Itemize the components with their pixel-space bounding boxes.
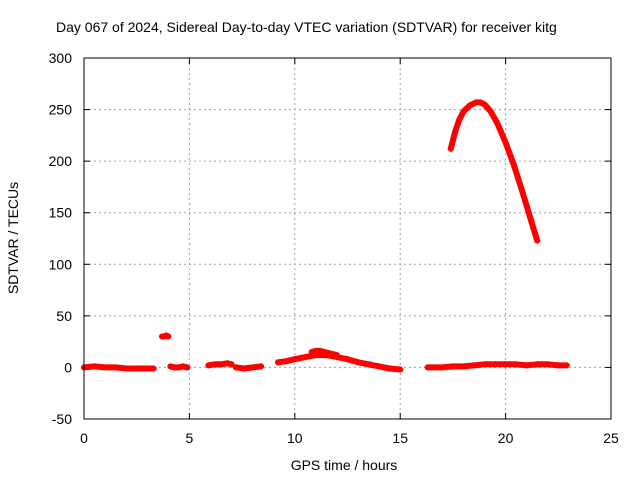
data-point xyxy=(466,102,473,109)
data-point xyxy=(502,139,509,146)
y-axis-label: SDTVAR / TECUs xyxy=(5,182,21,294)
y-tick-label: 150 xyxy=(49,205,73,221)
data-point xyxy=(344,356,351,363)
data-point xyxy=(308,348,315,355)
data-point xyxy=(365,361,372,368)
data-point xyxy=(511,162,518,169)
data-point xyxy=(460,363,467,370)
data-point xyxy=(321,348,328,355)
axis-ticks: 0 5 10 15 20 25 -50 0 50 100 150 200 250 300 xyxy=(49,50,619,446)
data-point xyxy=(249,364,256,371)
data-point xyxy=(487,108,494,115)
data-point xyxy=(241,365,248,372)
data-point xyxy=(397,366,404,373)
data-point xyxy=(175,364,182,371)
y-tick-label: -50 xyxy=(52,411,72,427)
data-point xyxy=(167,363,174,370)
y-tick-label: 50 xyxy=(56,308,72,324)
data-point xyxy=(333,352,340,359)
data-point xyxy=(218,361,225,368)
data-point xyxy=(228,361,235,368)
data-point xyxy=(481,361,488,368)
data-point xyxy=(211,361,218,368)
data-point xyxy=(523,362,530,369)
data-point xyxy=(452,129,459,136)
data-point xyxy=(165,333,172,340)
data-point xyxy=(439,364,446,371)
data-point xyxy=(112,364,119,371)
plot-frame xyxy=(83,57,612,420)
data-point xyxy=(224,360,231,367)
data-point xyxy=(232,364,239,371)
data-point xyxy=(534,237,541,244)
data-point xyxy=(133,365,140,372)
data-point xyxy=(102,364,109,371)
y-tick-label: 250 xyxy=(49,102,73,118)
x-tick-label: 10 xyxy=(287,430,303,446)
data-point xyxy=(317,347,324,354)
data-point xyxy=(519,189,526,196)
y-tick-label: 300 xyxy=(49,50,73,66)
y-tick-label: 100 xyxy=(49,256,73,272)
y-tick-label: 200 xyxy=(49,153,73,169)
data-point xyxy=(477,99,484,106)
data-point xyxy=(544,361,551,368)
data-point xyxy=(291,356,298,363)
data-point xyxy=(376,363,383,370)
data-point xyxy=(513,361,520,368)
data-point xyxy=(470,362,477,369)
data-point xyxy=(460,108,467,115)
x-tick-label: 15 xyxy=(392,430,408,446)
data-point xyxy=(534,361,541,368)
data-trace xyxy=(447,99,541,244)
data-point xyxy=(481,101,488,108)
data-trace xyxy=(232,363,265,372)
data-point xyxy=(494,119,501,126)
data-point xyxy=(150,365,157,372)
data-point xyxy=(502,361,509,368)
data-point xyxy=(386,365,393,372)
data-point xyxy=(274,359,281,366)
data-point xyxy=(329,351,336,358)
data-point xyxy=(180,363,187,370)
x-tick-label: 25 xyxy=(603,430,619,446)
x-tick-label: 20 xyxy=(498,430,514,446)
data-point xyxy=(456,116,463,123)
x-tick-label: 5 xyxy=(186,430,194,446)
chart-title: Day 067 of 2024, Sidereal Day-to-day VTE… xyxy=(56,19,557,35)
y-tick-label: 0 xyxy=(64,359,72,375)
data-point xyxy=(527,216,534,223)
data-point xyxy=(205,362,212,369)
data-point xyxy=(91,363,98,370)
x-axis-label: GPS time / hours xyxy=(291,457,398,473)
data-point xyxy=(258,363,265,370)
data-point xyxy=(302,354,309,361)
data-point xyxy=(563,362,570,369)
data-point xyxy=(123,365,130,372)
data-point xyxy=(424,364,431,371)
data-point xyxy=(555,362,562,369)
data-point xyxy=(449,363,456,370)
data-point xyxy=(325,349,332,356)
data-point xyxy=(144,365,151,372)
data-marks xyxy=(81,99,570,373)
data-point xyxy=(355,359,362,366)
data-point xyxy=(283,358,290,365)
data-point xyxy=(447,145,454,152)
x-tick-label: 0 xyxy=(80,430,88,446)
data-point xyxy=(492,361,499,368)
data-point xyxy=(184,364,191,371)
